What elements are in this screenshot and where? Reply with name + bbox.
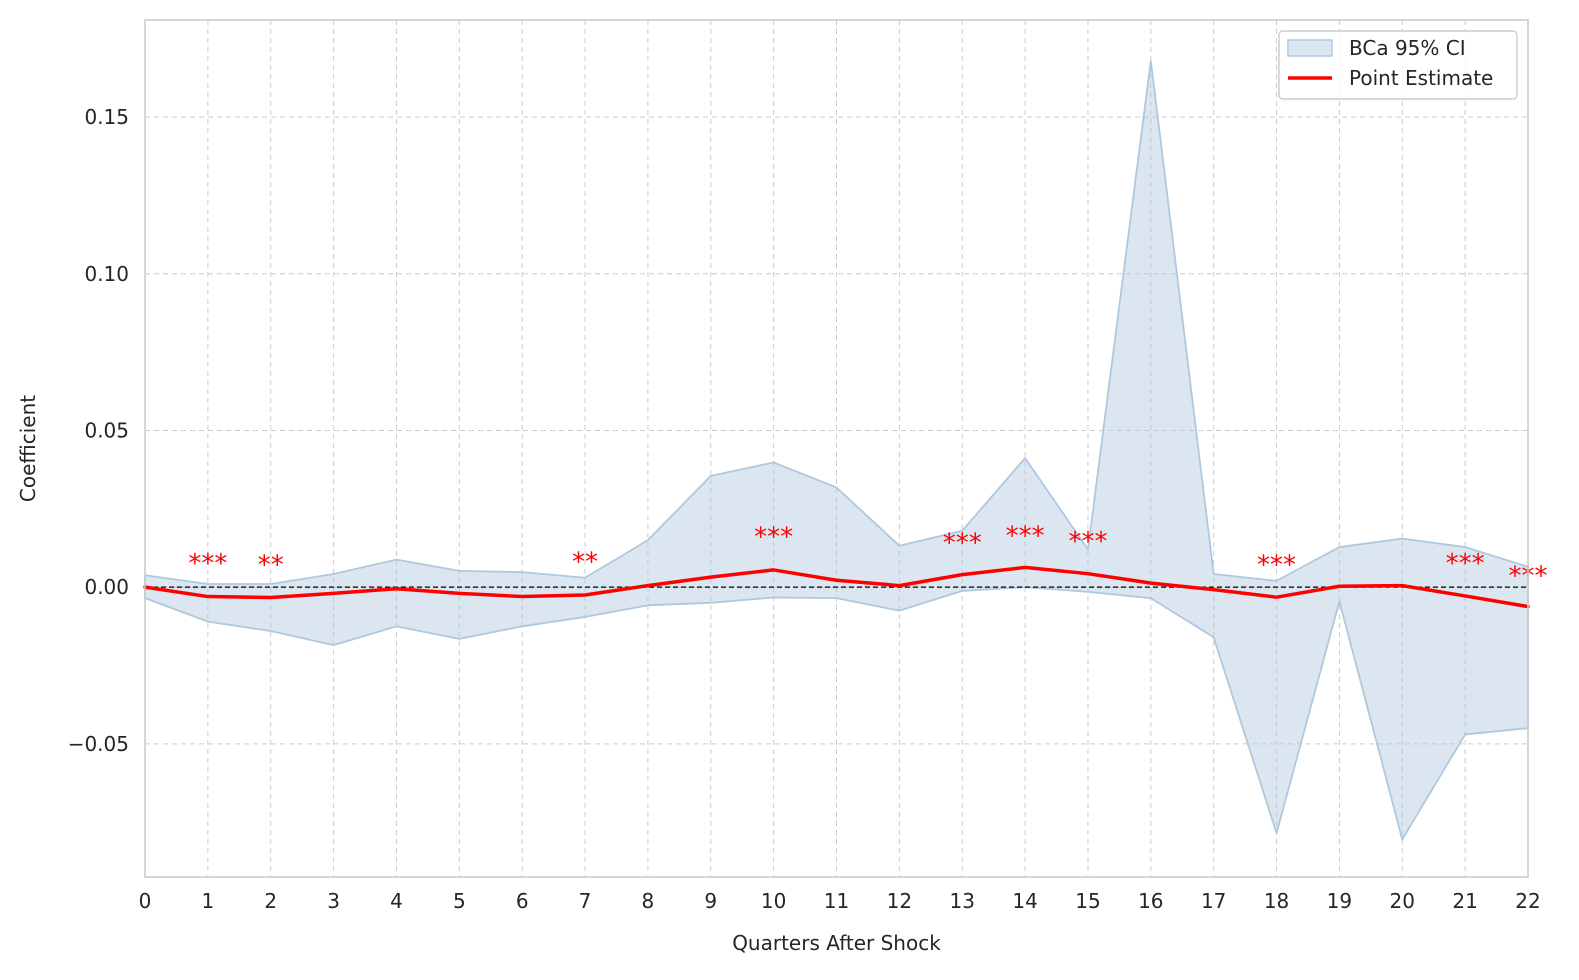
x-tick-label: 17: [1201, 889, 1226, 913]
x-tick-label: 3: [327, 889, 340, 913]
y-tick-label: 0.00: [84, 575, 129, 599]
x-tick-label: 13: [950, 889, 975, 913]
significance-stars: ***: [1257, 551, 1296, 581]
x-tick-label: 10: [761, 889, 786, 913]
legend-band-swatch: [1287, 39, 1333, 57]
significance-stars: ***: [188, 549, 227, 579]
significance-stars: ***: [1446, 549, 1485, 579]
x-tick-label: 7: [579, 889, 592, 913]
x-tick-label: 4: [390, 889, 403, 913]
x-axis-ticks: 0 1 2 3 4 5 6 7 8 9 10 11 12 13 14 15 16 17 18 19 20 21 22: [139, 889, 1541, 913]
significance-stars: ***: [1006, 521, 1045, 551]
legend: BCa 95% CI Point Estimate: [1278, 30, 1518, 100]
plot-frame: [144, 19, 1529, 878]
x-tick-label: 2: [264, 889, 277, 913]
x-axis-title: Quarters After Shock: [732, 931, 941, 955]
x-tick-label: 0: [139, 889, 152, 913]
y-tick-label: 0.10: [84, 262, 129, 286]
x-tick-label: 12: [887, 889, 912, 913]
significance-stars: **: [258, 551, 284, 581]
legend-line-label: Point Estimate: [1349, 66, 1493, 90]
x-tick-label: 5: [453, 889, 466, 913]
significance-stars: ***: [1068, 527, 1107, 557]
x-tick-label: 15: [1075, 889, 1100, 913]
y-axis-title: Coefficient: [16, 395, 40, 502]
y-tick-label: 0.05: [84, 418, 129, 442]
significance-stars: ***: [754, 522, 793, 552]
x-tick-label: 21: [1452, 889, 1477, 913]
x-tick-label: 18: [1264, 889, 1289, 913]
x-tick-label: 14: [1012, 889, 1037, 913]
x-tick-label: 1: [201, 889, 214, 913]
y-tick-label: 0.15: [84, 105, 129, 129]
point-estimate-series: [143, 565, 1530, 609]
significance-stars: **: [572, 547, 598, 577]
significance-annotations: *** ** ***** *** *** ****** *** ***: [188, 521, 1547, 591]
x-tick-label: 6: [516, 889, 529, 913]
x-tick-label: 11: [824, 889, 849, 913]
x-tick-label: 16: [1138, 889, 1163, 913]
legend-band-label: BCa 95% CI: [1349, 36, 1466, 60]
x-tick-label: 19: [1327, 889, 1352, 913]
significance-stars: ***: [943, 529, 982, 559]
x-tick-label: 20: [1390, 889, 1415, 913]
x-tick-label: 22: [1515, 889, 1540, 913]
legend-box: [1278, 30, 1518, 100]
y-tick-label: −0.05: [68, 732, 129, 756]
x-tick-label: 9: [704, 889, 717, 913]
y-axis-ticks: −0.05 0.00 0.05 0.10 0.15: [68, 105, 129, 756]
x-tick-label: 8: [642, 889, 655, 913]
